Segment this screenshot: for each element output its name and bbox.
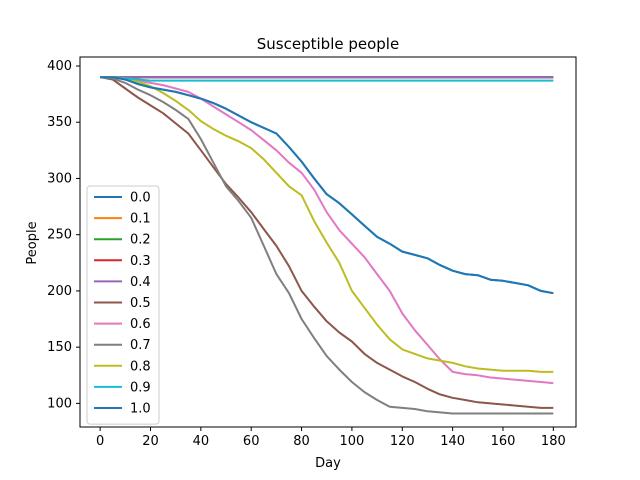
series-line-6: [100, 76, 554, 385]
x-axis-label: Day: [315, 456, 341, 471]
legend-entry: 0.0: [130, 191, 151, 206]
legend-entry: 1.0: [130, 402, 151, 417]
legend-entry: 0.5: [130, 296, 151, 311]
chart-title: Susceptible people: [257, 35, 399, 53]
y-axis-ticks: 100 150 200 250 300 350 400: [47, 59, 80, 411]
y-tick-label: 200: [47, 284, 72, 299]
y-axis-label: People: [25, 221, 40, 264]
legend-entry: 0.4: [130, 275, 151, 290]
legend-entry: 0.7: [130, 338, 151, 353]
y-tick-label: 150: [47, 340, 72, 355]
legend-entry: 0.6: [130, 317, 151, 332]
y-tick-label: 250: [47, 228, 72, 243]
legend-entry: 0.8: [130, 359, 151, 374]
series-line-5: [99, 76, 554, 409]
x-tick-label: 160: [491, 434, 516, 449]
plot-area: [99, 76, 554, 415]
x-tick-label: 140: [440, 434, 465, 449]
x-tick-label: 180: [541, 434, 566, 449]
legend-entry: 0.2: [130, 233, 151, 248]
x-tick-label: 120: [390, 434, 415, 449]
y-tick-label: 350: [47, 115, 72, 130]
legend-frame: [86, 185, 160, 425]
x-tick-label: 100: [340, 434, 365, 449]
y-tick-label: 100: [47, 396, 72, 411]
x-axis-ticks: 0 20 40 60 80 100 120 140 160 180: [96, 427, 566, 449]
legend-entry: 0.1: [130, 212, 151, 227]
series-line-7: [100, 76, 554, 415]
y-tick-label: 300: [47, 171, 72, 186]
legend-entry: 0.3: [130, 254, 151, 269]
x-tick-label: 60: [243, 434, 260, 449]
series-line-8: [100, 76, 554, 373]
x-tick-label: 80: [293, 434, 310, 449]
y-tick-label: 400: [47, 59, 72, 74]
legend-entry: 0.9: [130, 380, 151, 395]
legend: 0.0 0.1 0.2 0.3 0.4 0.5 0.6 0.7 0.8 0.9 1.0: [86, 185, 160, 425]
series-line-0: [100, 76, 554, 295]
axes-frame: [79, 56, 577, 428]
x-tick-label: 40: [193, 434, 210, 449]
x-tick-label: 20: [142, 434, 159, 449]
x-tick-label: 0: [96, 434, 104, 449]
series-line-10: [100, 76, 554, 295]
